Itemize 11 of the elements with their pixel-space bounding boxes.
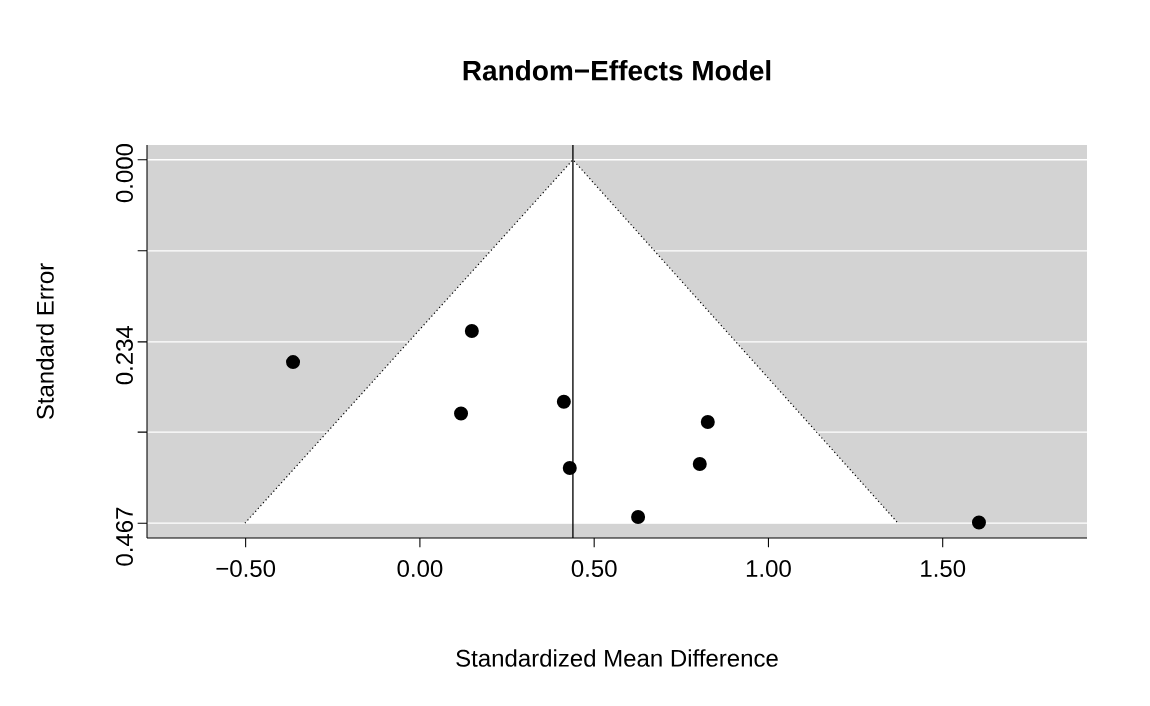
x-tick-label: 0.50 <box>571 560 617 578</box>
x-axis-title: Standardized Mean Difference <box>456 649 778 667</box>
x-tick-label: 0.00 <box>397 560 443 578</box>
y-tick-label: 0.234 <box>115 325 133 385</box>
y-axis-title: Standard Error <box>36 263 54 420</box>
y-tick-label: 0.000 <box>115 144 133 203</box>
x-tick-label: 1.00 <box>746 560 791 578</box>
chart-title: Random−Effects Model <box>463 60 771 81</box>
y-tick-label: 0.467 <box>115 507 133 566</box>
x-tick-label: 1.50 <box>921 560 966 578</box>
x-tick-label: −0.50 <box>216 560 276 578</box>
